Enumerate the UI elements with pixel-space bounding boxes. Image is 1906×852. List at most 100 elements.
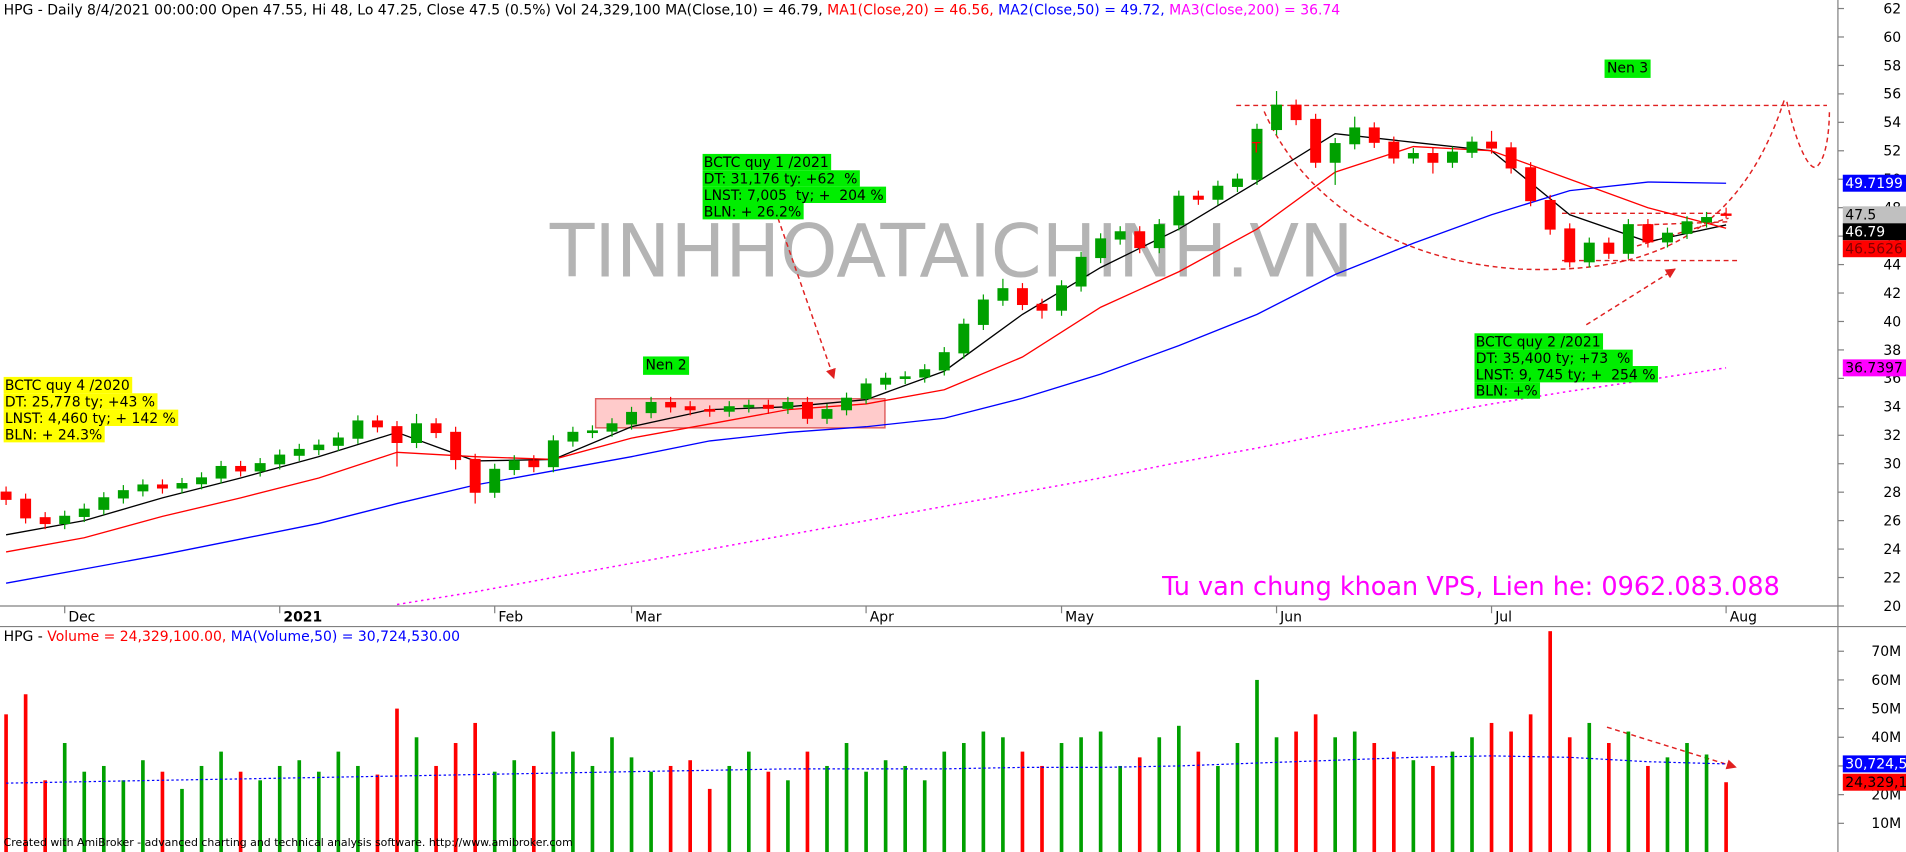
candle-body	[626, 411, 638, 425]
candle-body	[1036, 303, 1048, 311]
x-tick-label: Feb	[498, 610, 523, 626]
base-box	[594, 398, 886, 429]
volume-bar	[551, 731, 556, 852]
value-flag-label: 47.5	[1845, 208, 1876, 224]
candle-body	[1525, 167, 1537, 202]
candle-body	[1681, 221, 1693, 234]
volume-bar	[1274, 737, 1279, 852]
volume-bar	[1313, 714, 1318, 852]
candle-body	[1192, 195, 1204, 200]
title-part: MA(Volume,50) = 30,724,530.00	[231, 629, 460, 645]
annotation-bg	[3, 376, 133, 394]
value-flag	[1842, 240, 1906, 258]
arrow	[1606, 726, 1737, 770]
y-tick-label: 54	[1883, 115, 1901, 131]
candle-body	[1251, 128, 1263, 180]
y-tick-label: 40M	[1871, 730, 1901, 746]
volume-bar	[1704, 754, 1709, 852]
y-tick-label: 22	[1883, 570, 1901, 586]
title-part: HPG - Daily 8/4/2021 00:00:00 Open 47.55…	[4, 3, 828, 19]
y-tick-label: 40	[1883, 314, 1901, 330]
volume-bar	[786, 780, 790, 852]
annotation-line: LNST: 9, 745 ty; + 254 %	[1476, 367, 1656, 383]
volume-bar	[1626, 731, 1631, 852]
volume-title: HPG - Volume = 24,329,100.00, MA(Volume,…	[4, 629, 460, 645]
volume-bar	[1724, 782, 1728, 852]
volume-bar	[199, 765, 204, 852]
candle-body	[1231, 178, 1243, 187]
volume-bar	[1548, 631, 1553, 852]
volume-bar	[453, 743, 458, 852]
volume-bar	[727, 765, 732, 852]
candle-body	[586, 430, 598, 434]
x-tick-label: Aug	[1730, 610, 1757, 626]
price-title: HPG - Daily 8/4/2021 00:00:00 Open 47.55…	[4, 3, 1341, 19]
candle-body	[1134, 231, 1146, 249]
volume-bar	[942, 751, 947, 852]
value-flag	[1842, 223, 1906, 241]
candle-body	[1329, 143, 1341, 163]
volume-bar	[766, 771, 771, 852]
x-tick-label: Apr	[870, 610, 894, 626]
x-tick-label: Jul	[1494, 610, 1512, 626]
candle-body	[137, 484, 149, 492]
candle-body	[117, 490, 129, 499]
volume-bar	[1489, 722, 1494, 852]
candle-body	[684, 406, 696, 411]
annotation-bg	[702, 153, 832, 171]
candle-body	[1583, 242, 1595, 263]
volume-bar	[219, 751, 223, 852]
candle-body	[274, 454, 286, 465]
y-tick-label: 26	[1883, 513, 1901, 529]
candle-body	[1368, 127, 1380, 143]
volume-bar	[1196, 751, 1201, 852]
annotation-line: BCTC quy 1 /2021	[704, 155, 829, 171]
volume-bar	[434, 765, 438, 852]
candle-body	[782, 401, 794, 409]
annotation-line: LNST: 4,460 ty; + 142 %	[5, 411, 176, 427]
volume-bar	[1685, 743, 1689, 852]
candle-body	[860, 383, 872, 399]
candle-body	[1446, 151, 1458, 163]
y-tick-label: 58	[1883, 58, 1901, 74]
annotation-bg	[702, 170, 860, 187]
annotation-line: DT: 35,400 ty; +73 %	[1476, 351, 1631, 367]
candle-body	[1427, 153, 1439, 163]
volume-bar	[473, 722, 477, 852]
candle-body	[880, 377, 892, 385]
volume-bar	[1118, 765, 1123, 852]
volume-bar	[688, 760, 692, 852]
y-tick-label: 32	[1883, 428, 1901, 444]
candle-body	[0, 491, 12, 500]
overlay-layer: 2022242628303234363840424446485052545658…	[3, 1, 1906, 832]
volume-bar	[1665, 757, 1670, 852]
volume-bar	[1157, 737, 1162, 852]
volume-bar	[649, 771, 653, 852]
title-part: Volume = 24,329,100.00,	[47, 629, 230, 645]
candle-body	[1564, 228, 1576, 263]
x-tick-label: May	[1065, 610, 1094, 626]
value-flag-label: 36.7397	[1845, 361, 1903, 377]
candle-body	[352, 420, 364, 439]
triangle-line	[1628, 217, 1729, 250]
annotation-bg	[702, 203, 804, 220]
annotation-bg	[702, 186, 887, 204]
volume-bar	[1235, 743, 1240, 852]
y-tick-label: 28	[1883, 485, 1901, 501]
value-flag-label: 46.5626	[1845, 242, 1903, 258]
label-bg	[1604, 59, 1651, 78]
volume-bar	[1587, 722, 1592, 852]
volume-bar	[1352, 731, 1357, 852]
candle-body	[371, 420, 383, 428]
y-tick-label: 70M	[1871, 644, 1901, 660]
watermark-layer: TINHHOATAICHINH.VN	[549, 209, 1354, 294]
value-flag	[1842, 174, 1906, 192]
volume-bar	[1333, 737, 1338, 852]
annotation-bg	[3, 393, 158, 410]
watermark: TINHHOATAICHINH.VN	[549, 209, 1354, 294]
volume-bar	[1646, 765, 1650, 852]
